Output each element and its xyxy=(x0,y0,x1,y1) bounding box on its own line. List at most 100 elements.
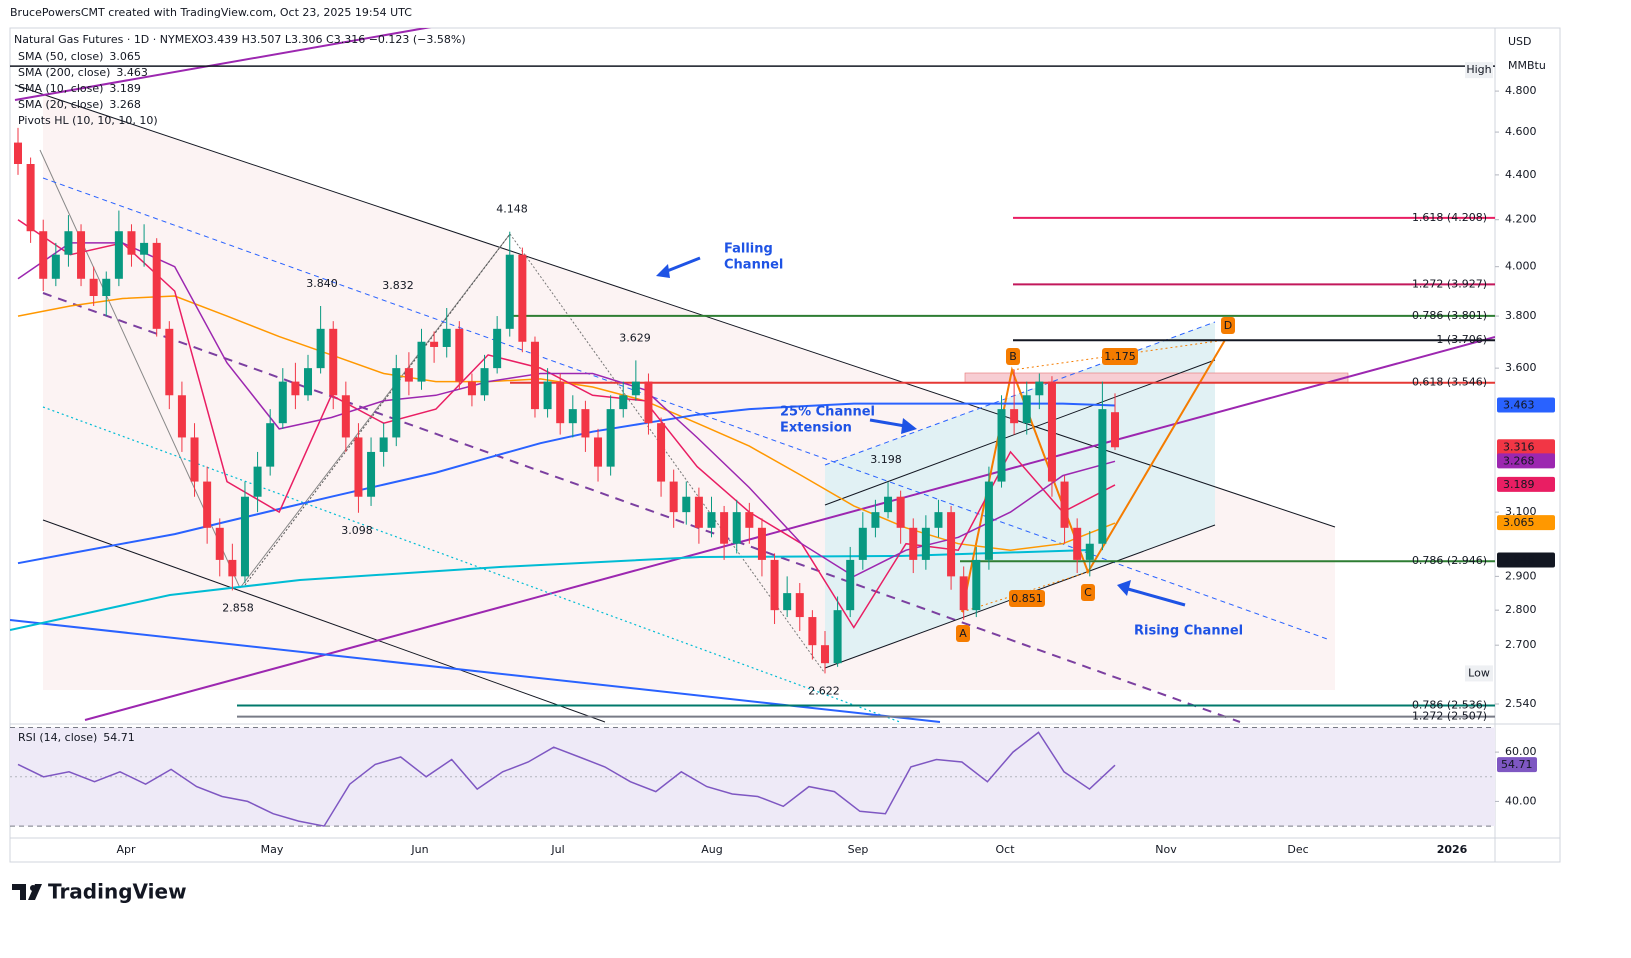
candle-body xyxy=(1073,527,1082,560)
price-badge xyxy=(1497,397,1555,413)
candle-body xyxy=(896,496,905,528)
ratio-badge xyxy=(1102,348,1138,365)
candle-body xyxy=(379,437,388,452)
y-tick-label: 2.700 xyxy=(1505,638,1537,651)
credit: BrucePowersCMT created with TradingView.… xyxy=(10,6,412,19)
candle-body xyxy=(657,423,666,482)
candle-body xyxy=(669,481,678,513)
candle-body xyxy=(1098,409,1107,544)
legend-name: Pivots HL (10, 10, 10, 10) xyxy=(18,114,158,127)
legend-value: 3.065 xyxy=(109,50,141,63)
candle-body xyxy=(253,466,262,497)
candle-body xyxy=(304,368,313,396)
purple-trend-line xyxy=(84,336,1495,721)
pivot-label: 4.148 xyxy=(496,203,528,216)
candle-body xyxy=(568,409,577,424)
long-average xyxy=(10,549,1091,631)
rising-channel-line xyxy=(824,359,1216,506)
candle-body xyxy=(467,381,476,396)
price-badge xyxy=(1497,552,1555,568)
candle-body xyxy=(316,328,325,369)
price-badge-label: 3.065 xyxy=(1503,516,1535,529)
candle-body xyxy=(1085,543,1094,560)
price-badge-label: 3.268 xyxy=(1503,454,1535,467)
candle-body xyxy=(644,381,653,424)
fib-label: 1.272 (3.927) xyxy=(1412,277,1487,290)
y-tick-label: 3.600 xyxy=(1505,361,1537,374)
range-badge-label: Low xyxy=(1468,666,1490,679)
rsi-line xyxy=(17,731,1116,827)
candle-body xyxy=(921,527,930,560)
trend-line xyxy=(244,233,511,586)
candle-body xyxy=(442,328,451,347)
brand-logo xyxy=(12,884,42,900)
candle-body xyxy=(1035,381,1044,396)
rsi-legend: RSI (14, close) xyxy=(18,731,97,744)
candle-body xyxy=(1060,481,1069,528)
rsi-badge-label: 54.71 xyxy=(1501,758,1533,771)
sma-line xyxy=(17,242,1116,578)
pattern-badge xyxy=(1006,348,1020,365)
candle-body xyxy=(77,231,86,279)
candle-body xyxy=(127,231,136,255)
ratio-label: 1.175 xyxy=(1104,350,1136,363)
pivot-label: 3.629 xyxy=(619,331,651,344)
x-tick-label: Apr xyxy=(116,843,136,856)
candle-body xyxy=(51,254,60,279)
fib-label: 0.786 (3.801) xyxy=(1412,309,1487,322)
pattern-label: D xyxy=(1224,319,1232,332)
candle-body xyxy=(694,496,703,528)
pattern-badge xyxy=(1081,584,1095,601)
candle-body xyxy=(934,512,943,528)
range-badge xyxy=(1465,62,1493,79)
range-badge xyxy=(1465,665,1493,682)
pivot-label: 3.098 xyxy=(341,524,373,537)
candle-body xyxy=(341,395,350,438)
candle-body xyxy=(26,164,35,232)
legend-name: SMA (10, close) xyxy=(18,82,103,95)
annotation: Rising Channel xyxy=(1134,624,1243,639)
candle-body xyxy=(682,496,691,513)
candle-body xyxy=(543,381,552,410)
candle-body xyxy=(14,142,22,165)
candle-body xyxy=(190,437,199,482)
x-tick-label: May xyxy=(261,843,284,856)
candle-body xyxy=(493,328,502,369)
unit: MMBtu xyxy=(1508,59,1546,72)
legend-value: 3.268 xyxy=(109,98,141,111)
candle-body xyxy=(1010,409,1019,424)
brand-logo xyxy=(30,885,36,891)
legend-value: 3.463 xyxy=(116,66,148,79)
candle-body xyxy=(972,559,981,611)
candle-body xyxy=(783,593,792,611)
candle-body xyxy=(1047,381,1056,482)
x-tick-label: Nov xyxy=(1155,843,1177,856)
price-badge-label: 3.316 xyxy=(1503,440,1535,453)
ohlc-readout: O3.439 H3.507 L3.306 C3.316 −0.123 (−3.5… xyxy=(198,33,466,46)
fib-label: 1.272 (2.507) xyxy=(1412,710,1487,723)
arrow-head xyxy=(1117,580,1131,596)
range-badge-label: High xyxy=(1466,63,1491,76)
candle-body xyxy=(530,341,539,410)
fib-label: 0.786 (2.536) xyxy=(1412,699,1487,712)
candle-body xyxy=(770,559,779,611)
x-tick-label: Jul xyxy=(550,843,564,856)
purple-trend-line xyxy=(14,28,432,101)
candle-body xyxy=(884,496,893,513)
pattern-badge xyxy=(956,625,970,642)
pattern-label: A xyxy=(959,627,967,640)
candle-body xyxy=(291,381,300,396)
abcd-ratio-line xyxy=(1011,339,1226,371)
channel-line xyxy=(42,406,901,723)
x-tick-label: Aug xyxy=(701,843,722,856)
candle-body xyxy=(581,409,590,438)
y-tick-label: 2.900 xyxy=(1505,569,1537,582)
y-tick-label: 4.000 xyxy=(1505,260,1537,273)
y-tick-label: 2.540 xyxy=(1505,697,1537,710)
candle-body xyxy=(140,242,149,255)
rsi-band xyxy=(10,727,1495,827)
candle-body xyxy=(89,278,98,297)
candle-body xyxy=(177,395,186,438)
candle-body xyxy=(480,368,489,396)
